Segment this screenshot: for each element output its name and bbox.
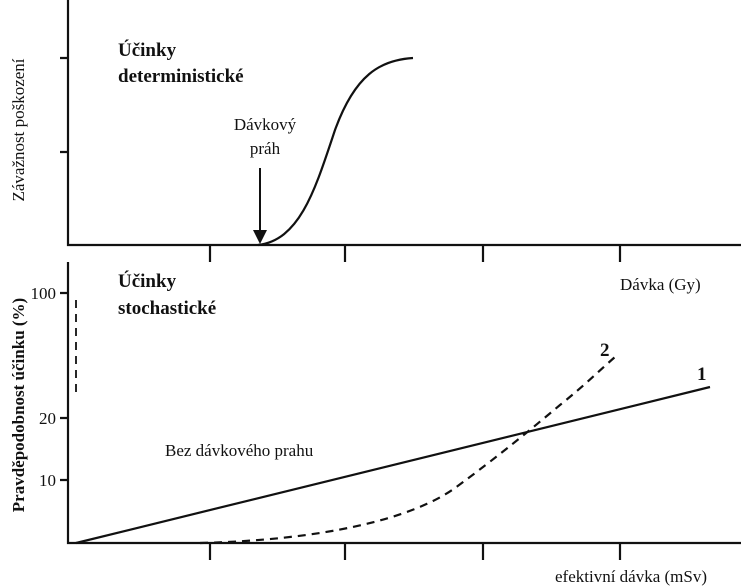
bottom-ticks <box>60 291 622 560</box>
top-axes <box>66 0 741 247</box>
threshold-label: Dávkový <box>234 115 297 134</box>
top-x-label: Dávka (Gy) <box>620 275 701 294</box>
top-ticks <box>60 56 622 262</box>
bottom-y-label: Pravděpodobnost účinku (%) <box>9 298 28 512</box>
bottom-axes <box>66 262 741 545</box>
top-y-label: Závažnost poškození <box>9 58 28 201</box>
bottom-x-label: efektivní dávka (mSv) <box>555 567 707 586</box>
curve-label: 2 <box>600 340 610 361</box>
threshold-label: práh <box>250 139 281 158</box>
y-tick-label: 20 <box>39 409 56 428</box>
y-tick-label: 10 <box>39 471 56 490</box>
top-panel: Účinky deterministické Dávkový práh Záva… <box>9 0 741 294</box>
linear-line <box>75 385 711 545</box>
dashed-curve <box>199 356 616 545</box>
bottom-title: stochastické <box>118 298 216 319</box>
line-note: Bez dávkového prahu <box>165 441 314 460</box>
curve-label: 1 <box>697 364 707 385</box>
top-title: Účinky <box>118 39 177 61</box>
sigmoid-curve <box>257 56 414 247</box>
top-title: deterministické <box>118 66 244 87</box>
bottom-title: Účinky <box>118 270 177 292</box>
bottom-panel: Účinky stochastické 100 20 10 Bez dávkov… <box>9 262 741 586</box>
arrow-head <box>253 230 267 244</box>
y-tick-label: 100 <box>31 284 57 303</box>
